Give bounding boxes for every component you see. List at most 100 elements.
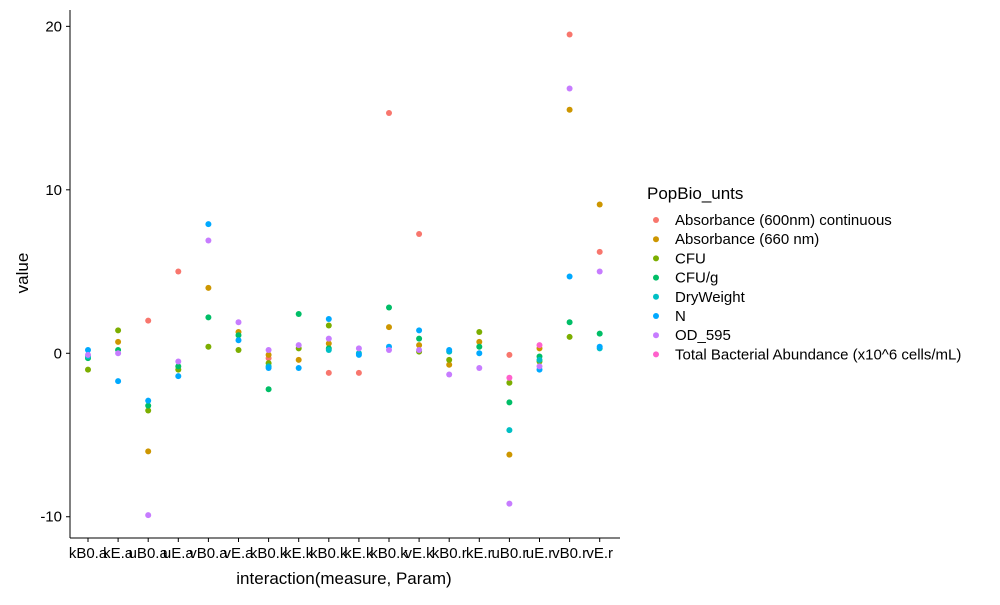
y-ticks: -10 0 10 20	[40, 18, 70, 526]
data-point	[386, 347, 392, 354]
data-point	[205, 221, 212, 228]
x-tick-label: uE.r	[526, 545, 554, 562]
data-point	[596, 248, 603, 255]
legend-key	[653, 313, 659, 319]
data-point	[175, 373, 182, 380]
legend-label: CFU	[675, 250, 706, 267]
data-point	[416, 230, 423, 237]
data-point	[506, 500, 513, 507]
data-point	[325, 369, 332, 376]
data-point	[566, 85, 573, 92]
data-point	[145, 402, 152, 409]
legend-key	[653, 255, 659, 262]
data-point	[325, 340, 332, 347]
x-tick-label: kE.r	[466, 545, 493, 562]
x-tick-label: kB0.r	[432, 545, 467, 562]
x-tick-label: kB0.k	[310, 545, 348, 562]
legend-title: PopBio_unts	[647, 184, 743, 203]
data-point	[566, 319, 573, 326]
x-tick-label: kE.a	[103, 545, 134, 562]
data-point	[85, 347, 91, 354]
x-tick-label: kB0.k	[250, 545, 288, 562]
data-point	[355, 369, 362, 376]
x-tick-label: vE.a	[223, 545, 254, 562]
data-point	[295, 342, 302, 349]
x-tick-label: uB0.r	[491, 545, 527, 562]
x-tick-label: kB0.k	[370, 545, 408, 562]
data-point	[566, 31, 573, 38]
data-point	[386, 324, 392, 331]
data-point	[145, 448, 152, 455]
y-tick-label: 0	[54, 345, 62, 362]
x-tick-label: vB0.a	[189, 545, 228, 562]
data-point	[115, 327, 122, 334]
data-point	[115, 350, 122, 357]
legend-key	[653, 293, 659, 300]
x-ticks: kB0.akE.auB0.auE.avB0.avE.akB0.kkE.kkB0.…	[69, 538, 613, 562]
data-point	[325, 347, 332, 354]
x-axis-label: interaction(measure, Param)	[236, 569, 451, 588]
data-point	[506, 451, 513, 458]
y-tick-label: -10	[40, 509, 62, 526]
data-point	[416, 347, 423, 354]
data-point	[205, 314, 212, 321]
data-point	[506, 399, 513, 406]
data-point	[446, 361, 453, 368]
data-point	[145, 397, 152, 404]
data-point	[506, 374, 513, 381]
x-tick-label: uB0.a	[129, 545, 169, 562]
data-point	[476, 343, 483, 350]
data-point	[325, 322, 332, 329]
data-point	[265, 347, 272, 354]
data-point	[295, 364, 302, 371]
data-point	[85, 351, 91, 358]
data-point	[536, 356, 543, 363]
data-point	[596, 201, 603, 208]
data-point	[235, 337, 242, 344]
data-point	[355, 345, 362, 352]
data-point	[175, 363, 182, 370]
data-point	[566, 273, 573, 280]
data-point	[566, 106, 573, 113]
data-point	[205, 237, 212, 244]
data-point	[596, 268, 603, 275]
data-points	[85, 31, 603, 519]
data-point	[295, 356, 302, 363]
legend-label: DryWeight	[675, 289, 746, 306]
legend-label: Total Bacterial Abundance (x10^6 cells/m…	[675, 346, 961, 363]
data-point	[205, 284, 212, 291]
data-point	[145, 317, 152, 324]
data-point	[235, 319, 242, 326]
data-point	[355, 351, 362, 358]
x-tick-label: vE.k	[405, 545, 435, 562]
data-point	[596, 330, 603, 337]
legend-label: CFU/g	[675, 270, 718, 287]
x-tick-label: uE.a	[163, 545, 195, 562]
data-point	[235, 347, 242, 354]
x-tick-label: kE.k	[284, 545, 314, 562]
data-point	[265, 364, 272, 371]
data-point	[386, 304, 392, 311]
data-point	[416, 335, 423, 342]
data-point	[145, 512, 152, 519]
data-point	[506, 427, 513, 434]
y-axis-label: value	[13, 253, 32, 294]
data-point	[476, 338, 483, 345]
x-tick-label: vB0.r	[552, 545, 587, 562]
legend-key	[653, 217, 659, 223]
data-point	[506, 351, 513, 358]
x-tick-label: kB0.a	[69, 545, 108, 562]
data-point	[536, 342, 543, 349]
data-point	[85, 366, 91, 373]
data-point	[416, 342, 423, 349]
x-tick-label: kE.k	[344, 545, 374, 562]
data-point	[536, 363, 543, 370]
data-point	[476, 350, 483, 357]
legend: Absorbance (600nm) continuous Absorbance …	[653, 212, 961, 363]
y-tick-label: 20	[45, 18, 62, 35]
data-point	[265, 351, 272, 358]
data-point	[446, 371, 453, 378]
data-point	[566, 333, 573, 340]
